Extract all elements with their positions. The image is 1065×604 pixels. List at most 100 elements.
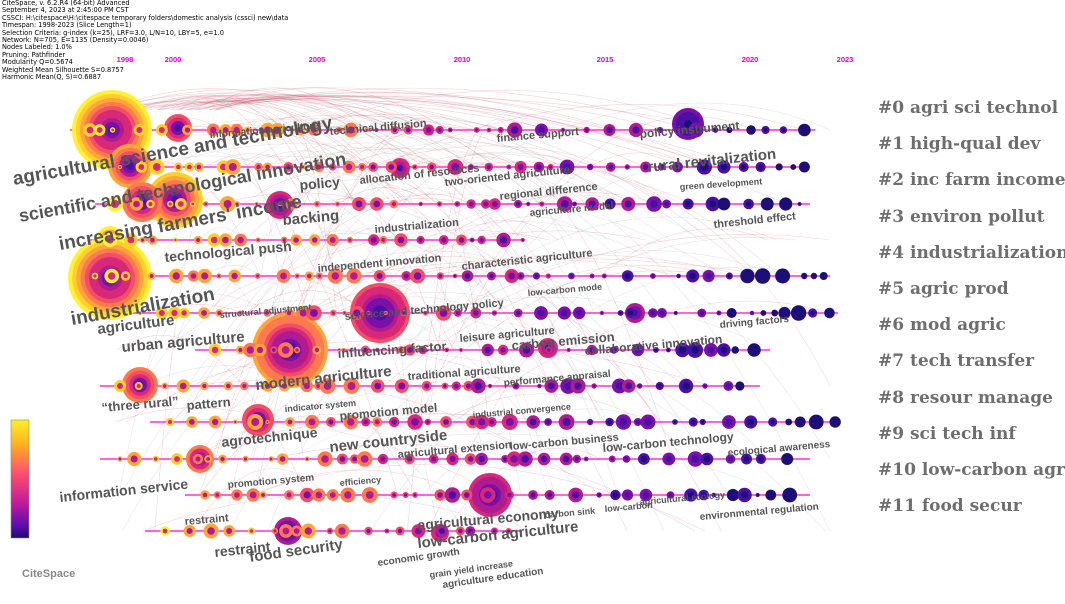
keyword-node	[771, 309, 779, 317]
keyword-node	[423, 124, 435, 136]
keyword-node	[200, 490, 210, 500]
node-ring	[181, 310, 187, 316]
node-ring	[370, 164, 376, 170]
node-ring	[347, 126, 355, 134]
metadata-line: September 4, 2023 at 2:45:00 PM CST	[2, 6, 129, 15]
keyword-node	[559, 159, 575, 175]
keyword-node	[168, 268, 184, 284]
node-ring	[791, 165, 795, 169]
keyword-node	[444, 487, 461, 503]
keyword-node	[388, 416, 400, 428]
node-ring	[285, 164, 291, 170]
node-ring	[784, 456, 791, 462]
node-ring	[367, 311, 370, 315]
keyword-node	[761, 125, 770, 135]
node-ring	[521, 455, 529, 463]
node-ring	[315, 491, 323, 499]
keyword-node	[656, 126, 664, 134]
keyword-node	[219, 124, 232, 136]
citation-arc	[391, 219, 559, 314]
node-ring	[624, 273, 631, 279]
node-ring	[475, 128, 479, 132]
node-ring	[414, 527, 422, 535]
keyword-node	[186, 416, 198, 428]
node-ring	[249, 529, 254, 533]
citation-arc	[183, 95, 698, 168]
node-ring	[86, 126, 94, 134]
keyword-node	[640, 161, 652, 173]
node-ring	[606, 127, 613, 133]
citation-arc	[187, 100, 357, 205]
metadata-line: Weighted Mean Silhouette S=0.8757	[2, 65, 124, 74]
citation-arc	[418, 221, 831, 460]
keyword-node	[544, 490, 555, 500]
keyword-node	[599, 310, 605, 316]
node-ring	[747, 418, 755, 426]
node-ring	[196, 164, 202, 170]
node-ring	[108, 272, 116, 280]
node-ring	[317, 274, 322, 278]
keyword-node	[621, 489, 634, 501]
keyword-node	[650, 273, 656, 279]
keyword-node	[309, 234, 321, 246]
node-ring	[763, 128, 768, 132]
keyword-node	[447, 159, 464, 175]
keyword-node	[233, 419, 238, 425]
node-ring	[756, 493, 759, 497]
node-ring	[492, 529, 497, 533]
metadata-line: Network: N=705, E=1135 (Density=0.0046)	[2, 36, 149, 45]
keyword-node	[182, 124, 193, 136]
node-ring	[261, 493, 265, 497]
keyword-node	[164, 114, 192, 142]
keyword-node	[466, 199, 476, 209]
node-ring	[344, 491, 352, 499]
keyword-node	[436, 525, 449, 537]
citation-arc	[173, 277, 255, 351]
citation-arc	[132, 98, 719, 168]
node-ring	[365, 129, 368, 131]
keyword-node	[487, 383, 493, 389]
keyword-node	[325, 417, 336, 427]
node-ring	[538, 126, 545, 134]
node-ring	[293, 528, 300, 534]
citation-arc	[193, 414, 468, 460]
node-ring	[130, 455, 138, 463]
keyword-node	[688, 122, 704, 138]
node-ring	[479, 237, 484, 243]
keyword-node	[749, 310, 755, 316]
citation-arc	[284, 142, 450, 168]
node-ring	[314, 347, 320, 353]
citation-arc	[348, 237, 796, 460]
keyword-node	[678, 378, 694, 394]
keyword-node	[319, 378, 336, 394]
cluster-label: #11 food secur	[878, 496, 1022, 517]
node-ring	[228, 163, 237, 171]
year-tick: 2005	[309, 55, 326, 64]
keyword-node	[697, 308, 707, 318]
node-ring	[628, 310, 634, 316]
node-ring	[619, 418, 628, 426]
keyword-node	[440, 416, 452, 428]
citation-arc	[267, 233, 537, 532]
node-ring	[376, 273, 383, 279]
citation-arc	[249, 269, 415, 460]
node-ring	[360, 165, 365, 169]
node-ring	[589, 347, 595, 353]
citation-arc	[126, 150, 361, 314]
keyword-node	[545, 273, 551, 279]
citation-arc	[177, 118, 365, 131]
node-ring	[624, 492, 631, 498]
keyword-node	[300, 164, 306, 170]
node-ring	[540, 455, 548, 463]
cluster-label: #3 environ pollut	[878, 206, 1045, 227]
keyword-node	[368, 234, 380, 246]
keyword-node	[346, 236, 354, 244]
node-ring	[707, 346, 715, 354]
node-ring	[678, 346, 687, 354]
node-ring	[406, 456, 413, 462]
keyword-node	[504, 269, 519, 283]
keyword-node	[604, 198, 616, 210]
citation-arc	[357, 162, 492, 277]
citation-arcs	[102, 87, 831, 532]
citation-arc	[217, 95, 541, 205]
